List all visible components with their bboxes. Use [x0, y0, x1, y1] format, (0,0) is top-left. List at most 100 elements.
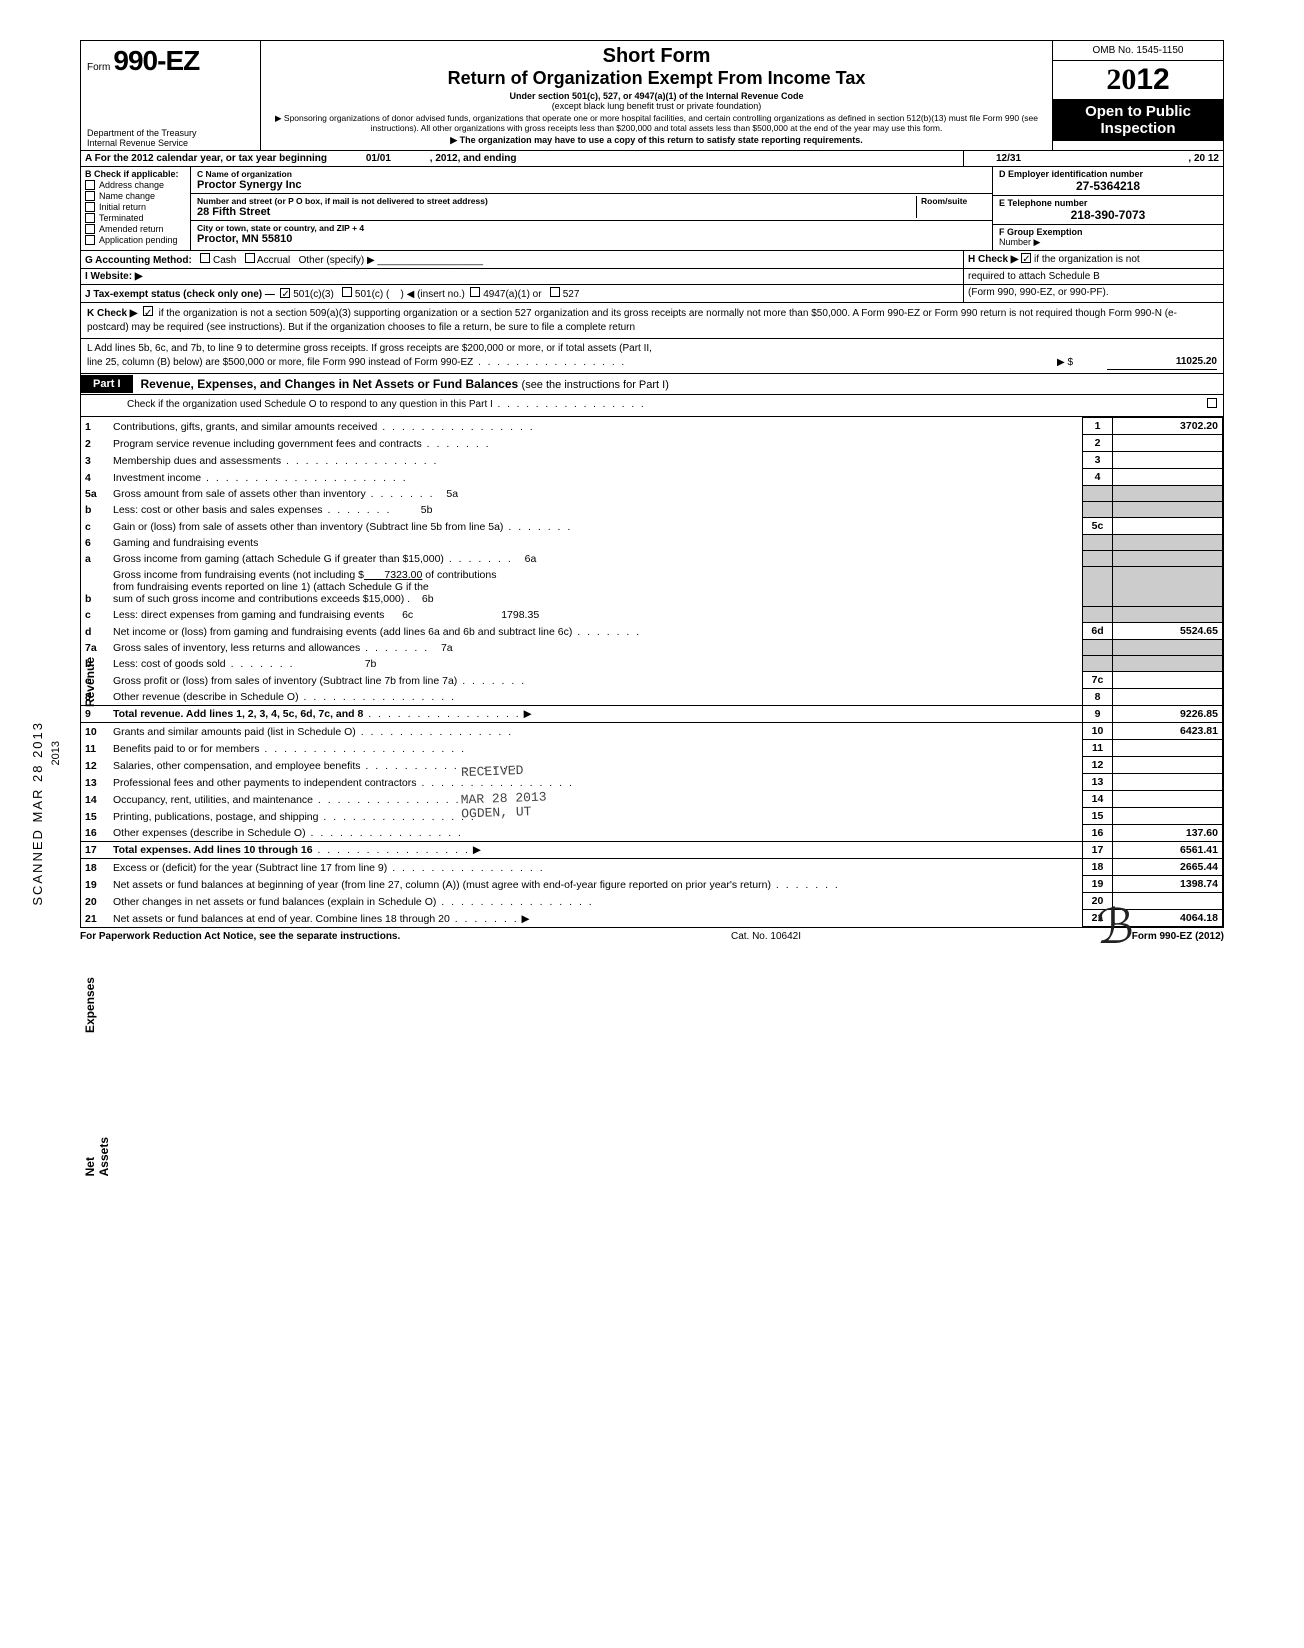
row-g: G Accounting Method: Cash Accrual Other …	[80, 251, 1224, 269]
line-desc: Gross income from fundraising events (no…	[113, 569, 364, 581]
line-desc: Less: cost of goods sold	[113, 658, 226, 670]
box-val	[1113, 435, 1223, 452]
h-text2: if the organization is not	[1034, 254, 1140, 265]
f-label: F Group Exemption	[999, 227, 1083, 237]
j-insert: ) ◀ (insert no.)	[401, 289, 465, 300]
line-13: 13Professional fees and other payments t…	[81, 774, 1223, 791]
box-val: 5524.65	[1113, 623, 1223, 640]
box-num: 13	[1083, 774, 1113, 791]
chk-label: Name change	[99, 191, 155, 201]
line-num: 7a	[81, 640, 109, 656]
header-right: OMB No. 1545-1150 2012 Open to Public In…	[1053, 41, 1223, 150]
checkbox-icon	[85, 202, 95, 212]
row-a-mid: , 2012, and ending	[430, 153, 517, 164]
lines-table: 1Contributions, gifts, grants, and simil…	[81, 417, 1223, 927]
part1-checkline: Check if the organization used Schedule …	[80, 395, 1224, 417]
dept-line2: Internal Revenue Service	[87, 138, 197, 148]
header-mid: Short Form Return of Organization Exempt…	[261, 41, 1053, 150]
box-num: 1	[1083, 418, 1113, 435]
checkbox-checked-icon[interactable]: ✓	[1021, 253, 1031, 263]
line-5c: cGain or (loss) from sale of assets othe…	[81, 518, 1223, 535]
line-desc: Total expenses. Add lines 10 through 16	[113, 844, 313, 856]
part1-table: Revenue Expenses Net Assets RECEIVED MAR…	[80, 417, 1224, 928]
checkbox-icon[interactable]	[550, 287, 560, 297]
box-num: 14	[1083, 791, 1113, 808]
street-row: Number and street (or P O box, if mail i…	[191, 194, 992, 221]
line-desc: Membership dues and assessments	[113, 455, 281, 467]
line-num: 5a	[81, 486, 109, 502]
chk-initial[interactable]: Initial return	[85, 202, 186, 212]
j-501c3: 501(c)(3)	[293, 289, 334, 300]
tax-year: 2012	[1053, 61, 1223, 99]
col-c: C Name of organization Proctor Synergy I…	[191, 167, 993, 250]
part1-title-text: Revenue, Expenses, and Changes in Net As…	[141, 377, 522, 391]
line-5b: bLess: cost or other basis and sales exp…	[81, 502, 1223, 518]
chk-name[interactable]: Name change	[85, 191, 186, 201]
line-6c: cLess: direct expenses from gaming and f…	[81, 607, 1223, 623]
col-b: B Check if applicable: Address change Na…	[81, 167, 191, 250]
line-desc-suffix: of contributions	[422, 569, 496, 581]
box-shaded	[1083, 535, 1113, 551]
row-a-end2: , 20 12	[1053, 151, 1223, 166]
box-num: 6d	[1083, 623, 1113, 640]
line-6b: b Gross income from fundraising events (…	[81, 567, 1223, 607]
line-num: d	[81, 623, 109, 640]
line-num: 14	[81, 791, 109, 808]
box-shaded	[1083, 551, 1113, 567]
mid-box-num: 5b	[415, 504, 439, 516]
checkbox-icon[interactable]	[1207, 398, 1217, 408]
city-row: City or town, state or country, and ZIP …	[191, 221, 992, 247]
line-num: 9	[81, 706, 109, 723]
room-label: Room/suite	[921, 196, 986, 206]
box-num: 3	[1083, 452, 1113, 469]
line-10: 10Grants and similar amounts paid (list …	[81, 723, 1223, 740]
mid-box-num: 6c	[396, 609, 419, 621]
line-num: b	[81, 567, 109, 607]
footer-mid: Cat. No. 10642I	[731, 931, 801, 942]
chk-address[interactable]: Address change	[85, 180, 186, 190]
line-desc: Less: cost or other basis and sales expe…	[113, 504, 323, 516]
line-desc: Gross amount from sale of assets other t…	[113, 488, 366, 500]
checkbox-checked-icon[interactable]: ✓	[143, 306, 153, 316]
checkbox-icon[interactable]	[470, 287, 480, 297]
box-val: 2665.44	[1113, 859, 1223, 876]
side-revenue: Revenue	[83, 657, 97, 707]
checkbox-checked-icon[interactable]: ✓	[280, 288, 290, 298]
accrual-label: Accrual	[257, 255, 290, 266]
box-shaded	[1083, 486, 1113, 502]
l-text1: L Add lines 5b, 6c, and 7b, to line 9 to…	[87, 342, 1057, 356]
open-public: Open to Public Inspection	[1053, 99, 1223, 141]
line-9: 9Total revenue. Add lines 1, 2, 3, 4, 5c…	[81, 706, 1223, 723]
box-val	[1113, 791, 1223, 808]
box-num: 8	[1083, 689, 1113, 706]
dept-line1: Department of the Treasury	[87, 128, 197, 138]
mid-box-num: 7b	[359, 658, 383, 670]
line-desc: Grants and similar amounts paid (list in…	[113, 726, 356, 738]
line-num: 1	[81, 418, 109, 435]
year-suffix: 12	[1136, 63, 1169, 96]
line-7a: 7aGross sales of inventory, less returns…	[81, 640, 1223, 656]
chk-terminated[interactable]: Terminated	[85, 213, 186, 223]
street-label: Number and street (or P O box, if mail i…	[197, 196, 916, 206]
line-num: 17	[81, 842, 109, 859]
checkbox-icon[interactable]	[200, 253, 210, 263]
k-label: K Check ▶	[87, 308, 137, 319]
checkbox-icon[interactable]	[245, 253, 255, 263]
mid-box-num: 5a	[440, 488, 464, 500]
street: 28 Fifth Street	[197, 206, 916, 218]
l-text2: line 25, column (B) below) are $500,000 …	[87, 357, 473, 368]
line-num: c	[81, 607, 109, 623]
chk-pending[interactable]: Application pending	[85, 235, 186, 245]
chk-amended[interactable]: Amended return	[85, 224, 186, 234]
box-shaded	[1083, 502, 1113, 518]
line-num: c	[81, 518, 109, 535]
box-val	[1113, 757, 1223, 774]
line-6: 6Gaming and fundraising events	[81, 535, 1223, 551]
box-num: 17	[1083, 842, 1113, 859]
mid-box-val: 1798.35	[419, 609, 539, 621]
line-19: 19Net assets or fund balances at beginni…	[81, 876, 1223, 893]
footer-left: For Paperwork Reduction Act Notice, see …	[80, 931, 400, 942]
line-num: 20	[81, 893, 109, 910]
box-num: 5c	[1083, 518, 1113, 535]
checkbox-icon[interactable]	[342, 287, 352, 297]
